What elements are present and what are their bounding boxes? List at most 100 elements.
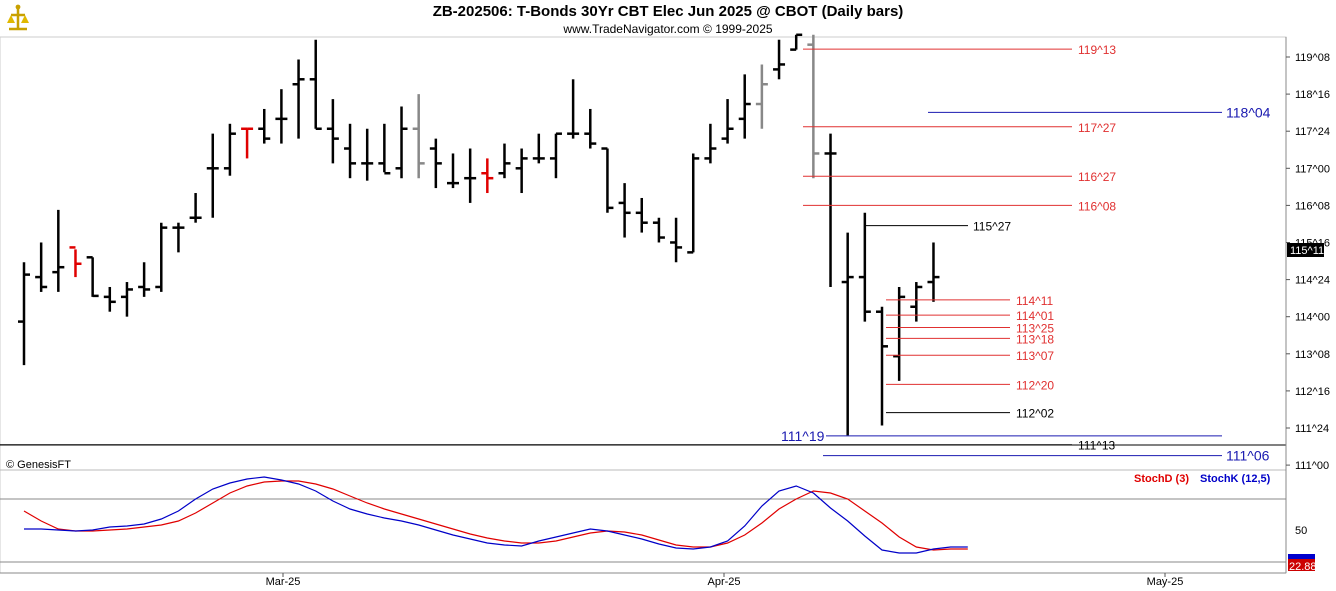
x-tick-label: Apr-25 xyxy=(707,576,740,588)
stoch-y-tick-label: 50 xyxy=(1295,525,1307,537)
ohlc-bar xyxy=(721,99,734,144)
stoch-series-line xyxy=(23,480,968,551)
ohlc-bar xyxy=(755,64,768,129)
ohlc-bar xyxy=(103,286,116,312)
y-tick-label: 111^24 xyxy=(1295,423,1329,435)
ohlc-bar xyxy=(687,153,700,254)
ohlc-bar xyxy=(876,306,888,426)
last-price-tag: 115^11 xyxy=(1290,245,1324,257)
y-tick-label: 117^00 xyxy=(1295,163,1330,175)
price-level-label: 115^27 xyxy=(973,220,1011,234)
last-price-tag-bg xyxy=(1287,243,1324,257)
legend-entry: StochK (12,5) xyxy=(1200,473,1271,485)
logo-icon xyxy=(3,3,33,35)
price-level-label: 113^18 xyxy=(1016,332,1054,346)
x-axis: Mar-25 Apr-25 May-25 xyxy=(266,573,1184,588)
ohlc-bar xyxy=(704,123,717,164)
price-level-label: 114^01 xyxy=(1016,309,1054,323)
ohlc-bar xyxy=(584,108,597,149)
ohlc-bar xyxy=(927,242,940,302)
y-tick-label: 118^16 xyxy=(1295,89,1330,101)
price-level-label: 114^11 xyxy=(1016,294,1054,308)
y-tick-label: 113^08 xyxy=(1295,349,1330,361)
ohlc-bar xyxy=(120,282,133,317)
price-levels: 119^13 118^04 117^27 116^27 116^08 115^27 114^… xyxy=(0,43,1271,464)
ohlc-bar xyxy=(309,39,322,130)
ohlc-bar xyxy=(773,39,786,80)
price-level-label: 117^27 xyxy=(1078,121,1116,135)
ohlc-bar xyxy=(86,256,99,298)
y-tick-label: 117^24 xyxy=(1295,126,1330,138)
ohlc-bar xyxy=(172,222,185,253)
ohlc-bar xyxy=(326,99,339,164)
stoch-last-tag-bg xyxy=(1288,556,1315,571)
price-level-label: 111^13 xyxy=(1078,439,1116,453)
price-level-label: 116^08 xyxy=(1078,199,1116,213)
chart-title: ZB-202506: T-Bonds 30Yr CBT Elec Jun 202… xyxy=(432,3,904,20)
ohlc-bar xyxy=(35,242,48,292)
price-level-label: 113^25 xyxy=(1016,322,1054,336)
ohlc-bar xyxy=(155,222,168,292)
ohlc-bar xyxy=(292,59,305,139)
ohlc-bar xyxy=(241,127,254,159)
y-tick-label: 116^08 xyxy=(1295,200,1330,212)
ohlc-bar xyxy=(344,123,357,179)
ohlc-bar xyxy=(412,94,425,179)
price-level-label: 118^04 xyxy=(1226,104,1271,120)
ohlc-bar xyxy=(893,286,906,381)
ohlc-bar xyxy=(670,217,683,263)
ohlc-bar xyxy=(464,148,477,203)
ohlc-bar xyxy=(52,209,65,292)
stoch-last-tag-top xyxy=(1288,554,1315,559)
ohlc-bar xyxy=(532,133,545,164)
ohlc-bar xyxy=(429,138,442,189)
ohlc-bar xyxy=(275,89,288,144)
stochastic-panel: StochD (3) StochK (12,5) 50 22.88 xyxy=(23,473,1317,573)
ohlc-bar xyxy=(790,33,803,51)
x-tick-label: May-25 xyxy=(1147,576,1184,588)
stoch-last-tag: 22.88 xyxy=(1289,561,1317,573)
stoch-series-line xyxy=(24,476,968,554)
ohlc-bar xyxy=(395,106,408,179)
y-tick-label: 112^16 xyxy=(1295,386,1330,398)
price-level-label: 119^13 xyxy=(1078,43,1116,57)
ohlc-bar xyxy=(807,34,820,179)
ohlc-bar xyxy=(18,262,30,366)
ohlc-bar xyxy=(447,153,459,189)
ohlc-bar xyxy=(601,147,614,213)
x-tick-label: Mar-25 xyxy=(266,576,301,588)
price-level-label: 112^20 xyxy=(1016,378,1054,392)
price-level-label: 116^27 xyxy=(1078,170,1116,184)
price-y-axis: 119^08118^16117^24117^00116^08115^16114^… xyxy=(1286,52,1330,472)
ohlc-bar xyxy=(515,148,528,194)
y-tick-label: 119^08 xyxy=(1295,52,1330,64)
ohlc-bar xyxy=(138,262,151,297)
ohlc-bar xyxy=(258,108,271,144)
ohlc-bar xyxy=(481,158,494,194)
ohlc-bar xyxy=(378,123,391,175)
ohlc-bar xyxy=(652,217,665,243)
ohlc-bar xyxy=(549,132,562,179)
ohlc-bar xyxy=(189,193,202,223)
ohlc-bar xyxy=(567,79,580,139)
ohlc-bar xyxy=(841,232,854,436)
price-level-label: 113^07 xyxy=(1016,349,1054,363)
copyright-label: © GenesisFT xyxy=(6,459,71,471)
ohlc-bar xyxy=(824,133,837,287)
price-level-label: 112^02 xyxy=(1016,407,1054,421)
ohlc-bar xyxy=(206,133,219,218)
price-bars xyxy=(18,33,940,436)
price-level-label: 111^06 xyxy=(1226,448,1270,464)
ohlc-bar xyxy=(858,212,871,322)
ohlc-bar xyxy=(498,143,511,179)
ohlc-bar xyxy=(223,123,236,176)
ohlc-bar xyxy=(618,183,631,238)
price-level-label: 111^19 xyxy=(781,428,825,444)
ohlc-bar xyxy=(635,197,648,233)
chart-subtitle: www.TradeNavigator.com © 1999-2025 xyxy=(563,22,773,36)
ohlc-bar xyxy=(69,246,82,278)
legend-entry: StochD (3) xyxy=(1134,473,1189,485)
y-tick-label: 114^00 xyxy=(1295,312,1330,324)
y-tick-label: 114^24 xyxy=(1295,275,1330,287)
